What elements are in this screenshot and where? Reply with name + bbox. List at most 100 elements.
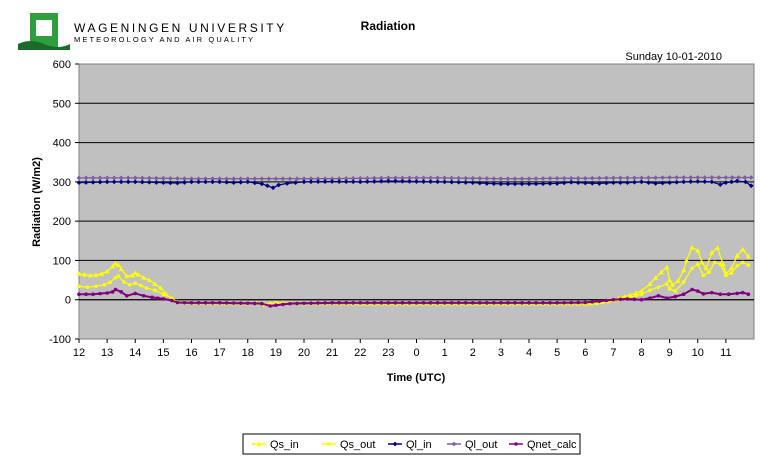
data-point (357, 179, 363, 185)
data-point (281, 302, 285, 307)
data-point (555, 301, 559, 305)
data-point (664, 264, 670, 270)
data-point (245, 179, 251, 185)
data-point (308, 179, 314, 185)
data-point (498, 176, 504, 182)
university-logo (18, 13, 70, 50)
data-point (456, 175, 462, 181)
data-point (745, 253, 751, 259)
y-tick-label: 500 (53, 98, 71, 110)
x-tick-label: 20 (298, 347, 310, 359)
data-point (561, 180, 567, 186)
data-point (589, 180, 595, 186)
data-point (160, 180, 166, 186)
data-point (97, 179, 103, 185)
data-point (688, 175, 694, 180)
data-point (113, 287, 118, 292)
data-point (97, 175, 103, 181)
x-tick-label: 11 (720, 347, 731, 359)
series-lines (76, 175, 754, 308)
data-point (658, 269, 664, 275)
data-point (656, 293, 661, 298)
x-tick-label: 5 (554, 347, 560, 359)
data-point (139, 283, 143, 288)
data-point (648, 288, 652, 293)
data-point (144, 286, 149, 290)
data-point (575, 175, 581, 181)
data-point (330, 301, 334, 305)
data-point (132, 175, 138, 181)
chart-title: Radiation (361, 19, 416, 33)
data-point (76, 180, 82, 186)
data-point (98, 291, 102, 296)
data-point (735, 264, 739, 268)
data-point (371, 179, 377, 184)
data-point (726, 292, 731, 297)
data-point (124, 273, 130, 279)
data-point (210, 176, 215, 182)
legend-marker (392, 441, 398, 447)
x-axis-label: Time (UTC) (387, 372, 446, 384)
data-point (709, 179, 715, 185)
x-tick-label: 12 (73, 347, 85, 359)
data-point (91, 292, 95, 297)
data-point (76, 271, 82, 276)
x-tick-label: 17 (214, 347, 226, 359)
data-point (707, 270, 711, 275)
data-point (485, 301, 489, 305)
data-point (673, 294, 678, 299)
data-point (168, 176, 173, 181)
data-point (116, 274, 121, 278)
legend-marker (451, 441, 457, 447)
data-point (512, 181, 518, 187)
data-point (720, 261, 726, 267)
data-point (740, 290, 745, 295)
data-point (712, 260, 717, 265)
data-point (308, 176, 314, 182)
data-point (683, 257, 690, 263)
data-point (266, 176, 272, 182)
data-point (189, 301, 194, 305)
data-point (378, 178, 384, 184)
data-point (673, 289, 678, 293)
data-point (442, 179, 448, 185)
data-point (632, 179, 637, 185)
legend-box (242, 433, 581, 455)
data-point (259, 176, 265, 182)
data-point (364, 179, 370, 185)
data-point (287, 176, 293, 182)
data-point (293, 180, 298, 186)
data-point (690, 287, 694, 292)
data-point (316, 301, 320, 305)
data-point (421, 175, 426, 181)
data-point (84, 292, 88, 297)
data-point (477, 180, 483, 186)
x-tick-label: 22 (354, 347, 366, 359)
data-point (690, 266, 694, 271)
data-point (358, 301, 363, 305)
data-point (449, 301, 454, 305)
legend-label: Qnet_calc (527, 439, 577, 451)
data-point (463, 175, 469, 181)
data-point (435, 175, 440, 181)
data-point (477, 301, 482, 305)
org-name: WAGENINGEN UNIVERSITY (74, 21, 287, 35)
data-point (265, 183, 270, 189)
data-point (267, 301, 273, 306)
data-point (674, 179, 680, 185)
data-point (681, 179, 687, 185)
data-point (748, 175, 754, 180)
data-point (196, 301, 201, 305)
data-point (540, 181, 546, 187)
data-point (203, 179, 208, 185)
data-point (653, 175, 658, 181)
data-point (108, 280, 112, 285)
data-point (182, 176, 187, 182)
data-point (547, 181, 553, 186)
data-point (695, 262, 700, 267)
data-point (647, 281, 653, 286)
data-point (746, 263, 751, 267)
data-point (627, 292, 633, 297)
data-point (723, 175, 729, 180)
data-point (736, 175, 741, 180)
